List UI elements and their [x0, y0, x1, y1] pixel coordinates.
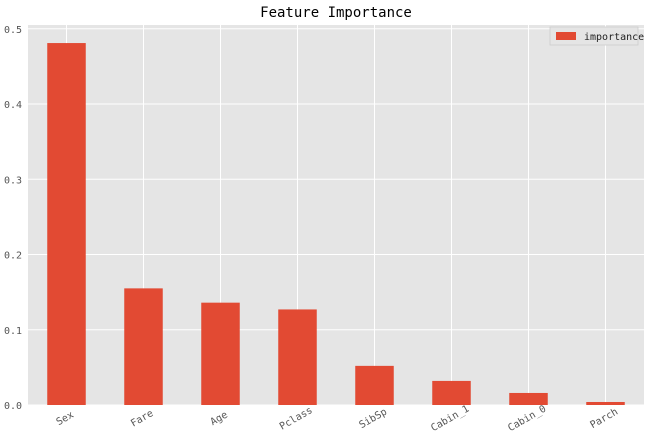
bar-pclass: [278, 309, 317, 405]
x-tick-label: SibSp: [357, 407, 389, 432]
x-tick-label: Sex: [55, 410, 76, 429]
y-tick-label: 0.0: [4, 401, 22, 412]
grid-lines: [28, 25, 644, 406]
x-tick-label: Fare: [129, 408, 155, 430]
bar-cabin-0: [509, 392, 548, 405]
y-tick-label: 0.4: [4, 100, 22, 111]
x-tick-label: Age: [209, 410, 230, 429]
y-tick-label: 0.2: [4, 251, 22, 262]
chart-title: Feature Importance: [260, 5, 412, 21]
legend-box: [549, 26, 639, 46]
legend: importance: [549, 26, 644, 46]
bar-fare: [124, 288, 163, 405]
y-axis-ticks: 0.0 0.1 0.2 0.3 0.4 0.5: [4, 25, 22, 412]
bar-sex: [47, 43, 86, 405]
y-tick-label: 0.1: [4, 326, 22, 337]
x-tick-label: Parch: [588, 407, 620, 432]
bar-age: [201, 302, 240, 405]
bar-sibsp: [355, 365, 394, 405]
legend-label: importance: [584, 32, 644, 43]
x-tick-label: Pclass: [278, 405, 315, 433]
y-tick-label: 0.5: [4, 25, 22, 36]
bar-cabin-1: [432, 380, 471, 405]
x-axis-ticks: Sex Fare Age Pclass SibSp Cabin_1 Cabin_0 Parch: [55, 404, 620, 435]
x-tick-label: Cabin_0: [506, 404, 548, 435]
y-tick-label: 0.3: [4, 175, 22, 186]
bar-parch: [586, 401, 625, 405]
bars-group: [47, 43, 625, 405]
legend-swatch: [556, 32, 576, 40]
x-tick-label: Cabin_1: [429, 404, 471, 435]
plot-background: [28, 25, 644, 405]
